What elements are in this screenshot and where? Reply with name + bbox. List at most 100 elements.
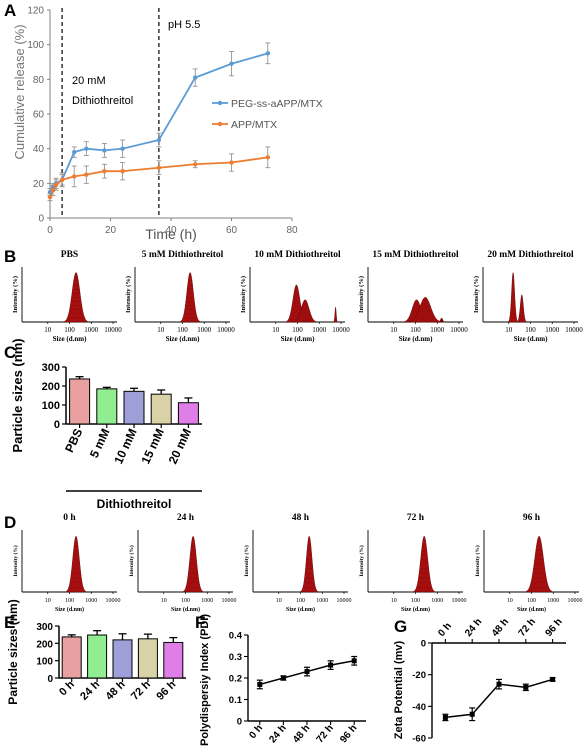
dls-plot-title: 10 mM Dithiothreitol: [254, 250, 341, 260]
dls-plot-title: 24 h: [177, 513, 195, 523]
bar: [96, 388, 118, 425]
data-point: [120, 169, 125, 174]
data-point: [84, 146, 89, 151]
x-tick-label: 1000: [201, 598, 213, 604]
bar: [163, 641, 184, 679]
y-axis-title: Intensity (%): [128, 545, 135, 576]
y-tick-label: 120: [27, 6, 44, 17]
x-tick-label: 10000: [106, 598, 121, 604]
x-tick-label: 5 mM: [87, 426, 113, 460]
legend-label: APP/MTX: [231, 119, 277, 131]
y-tick-label: -40: [412, 702, 426, 713]
y-axis-title: Intensity (%): [358, 545, 365, 576]
x-tick-label: 15 mM: [138, 426, 166, 466]
data-point: [351, 658, 357, 664]
dls-plot-title: 96 h: [523, 513, 541, 523]
panel-g-chart: -60 -40 -20 0 Zeta Potential (mv) 0 h 24 h 48 h…: [393, 617, 566, 745]
x-tick-label: 0 h: [436, 621, 454, 639]
data-point: [50, 188, 56, 193]
x-tick-label: 1000: [312, 326, 327, 334]
y-axis-title: Intensity (%): [125, 276, 132, 313]
x-axis-title: Size (d.nm): [401, 606, 430, 613]
y-tick-label: 0: [421, 639, 426, 650]
bar: [112, 639, 133, 679]
dls-plot-title: 72 h: [407, 513, 425, 523]
legend-label: PEG-ss-aAPP/MTX: [231, 98, 323, 110]
dls-plot-title: 0 h: [63, 513, 76, 523]
bar-4: 72 h: [129, 633, 158, 703]
x-tick-label: 1000: [316, 598, 328, 604]
data-point: [442, 714, 448, 720]
x-tick-label: 100: [177, 326, 188, 334]
x-axis-title: Time (h): [145, 226, 197, 242]
x-tick-label: 10: [161, 598, 167, 604]
x-tick-label: 100: [296, 598, 305, 604]
x-tick-label: 10: [276, 598, 282, 604]
x-tick-label: 100: [410, 326, 421, 334]
bar: [137, 638, 158, 679]
x-axis-title: Size (d.nm): [286, 606, 315, 613]
y-axis-title: Zeta Potential (mv): [393, 640, 405, 739]
y-tick-label: -60: [412, 734, 426, 745]
x-tick-label: 40: [165, 225, 177, 236]
y-axis-title: Intensity (%): [474, 545, 481, 576]
data-point: [280, 675, 286, 681]
x-tick-label: 80: [286, 225, 298, 236]
y-tick-label: 60: [33, 110, 45, 121]
x-tick-label: 20 mM: [166, 426, 194, 466]
dls-plot-2: 24 h Intensity (%) 10 100 1000 10000 Size (d.n…: [128, 513, 237, 613]
x-axis-title: Size (d.nm): [399, 335, 434, 343]
dls-plot-title: 15 mM Dithiothreitol: [372, 250, 459, 260]
x-tick-label: 1000: [431, 598, 443, 604]
y-tick-label: 0.1: [229, 695, 243, 706]
x-tick-label: 10000: [450, 326, 468, 334]
y-axis-title: Intensity (%): [358, 276, 365, 313]
x-tick-label: 72 h: [517, 617, 538, 639]
y-axis-title: Intensity (%): [473, 276, 480, 313]
x-tick-label: 0 h: [57, 678, 77, 698]
bar-2: 24 h: [78, 630, 108, 703]
data-point: [257, 681, 263, 687]
y-tick-label: 0: [47, 674, 53, 685]
y-axis-title: Intensity (%): [243, 545, 250, 576]
panel-label-c: C: [4, 343, 16, 362]
data-point: [59, 177, 65, 183]
x-tick-label: 10000: [568, 598, 583, 604]
panel-label-g: G: [394, 617, 407, 636]
panel-label-d: D: [4, 513, 16, 532]
y-tick-label: 0: [54, 419, 60, 431]
annotation-20mm: 20 mM: [72, 75, 106, 87]
dls-plot-title: 48 h: [292, 513, 310, 523]
x-tick-label: 24 h: [267, 723, 288, 745]
y-tick-label: 300: [42, 362, 60, 374]
dls-plot-5: 96 h Intensity (%) 10 100 1000 10000 Size (d.n…: [474, 513, 583, 613]
x-tick-label: 0 h: [247, 723, 265, 741]
bar-3: 48 h: [104, 633, 133, 703]
legend: PEG-ss-aAPP/MTX APP/MTX: [212, 98, 323, 131]
bar: [87, 634, 108, 679]
y-axis-title: Intensity (%): [240, 276, 247, 313]
y-tick-label: 0: [38, 214, 44, 225]
annotation-dithiothreitol: Dithiothreitol: [72, 95, 133, 107]
panel-a-chart: 0 20 40 60 80 100 120 0 20 40 60 80 Time (h) Cumulati…: [12, 6, 323, 243]
dls-plot-4: 15 mM Dithiothreitol Intensity (%) 10 100 10…: [358, 250, 468, 343]
data-point: [496, 681, 502, 687]
data-point: [550, 676, 556, 682]
data-point: [72, 149, 77, 155]
x-tick-label: 20: [105, 225, 117, 236]
x-tick-label: 10: [45, 598, 51, 604]
x-tick-label: 1000: [85, 598, 97, 604]
y-tick-label: 40: [33, 144, 45, 155]
y-tick-label: 0.4: [229, 631, 243, 642]
x-tick-label: 24 h: [463, 617, 484, 639]
x-tick-label: 10000: [222, 598, 237, 604]
y-tick-label: 0: [237, 717, 242, 728]
bar-5: 96 h: [154, 636, 184, 703]
group-label: Dithiothreitol: [97, 497, 172, 511]
panel-f-chart: 0 0.1 0.2 0.3 0.4 Polydispersiy Index (PDI) 0 …: [199, 614, 366, 746]
dls-plot-title: 20 mM Dithiothreitol: [487, 250, 574, 260]
x-tick-label: 96 h: [338, 723, 359, 745]
data-point: [193, 75, 198, 80]
x-axis-title: Size (d.nm): [517, 606, 546, 613]
